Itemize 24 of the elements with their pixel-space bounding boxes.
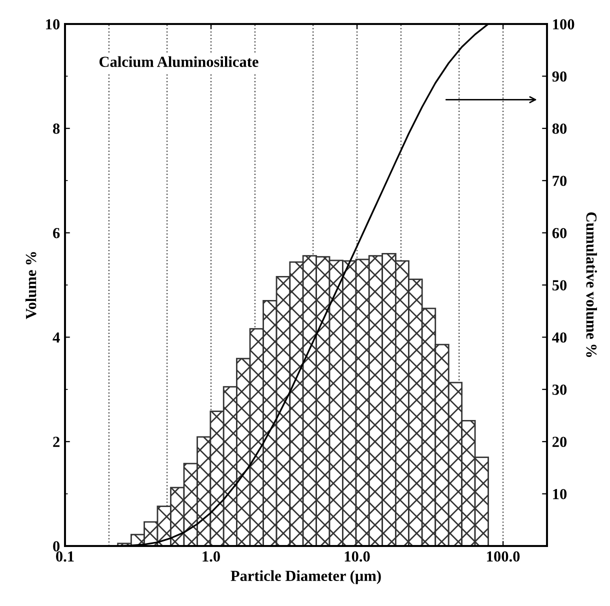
x-tick-label: 0.1 — [56, 551, 74, 562]
y2-tick-label: 100 — [553, 19, 574, 30]
y2-tick-label: 80 — [552, 124, 567, 134]
y-axis-title: Volume % — [25, 252, 36, 320]
x-tick-label: 1.0 — [202, 551, 220, 562]
y2-tick-label: 40 — [552, 332, 567, 343]
y2-tick-label: 90 — [552, 71, 567, 82]
x-tick-label: 100.0 — [487, 551, 520, 562]
x-axis-title: Particle Diameter (µm) — [230, 570, 381, 584]
y2-tick-label: 20 — [552, 436, 567, 448]
y2-axis-title: Cumulative volume % — [586, 212, 597, 357]
y2-tick-label: 50 — [552, 280, 567, 290]
y-tick-label: 0 — [53, 541, 60, 552]
y-tick-label: 4 — [52, 332, 60, 342]
y-tick-label: 10 — [46, 19, 60, 30]
y2-tick-label: 30 — [552, 384, 567, 395]
y-tick-label: 6 — [53, 228, 60, 238]
y-tick-label: 8 — [53, 124, 60, 134]
annotation: Calcium Aluminosilicate — [99, 56, 258, 68]
y2-tick-label: 10 — [553, 488, 567, 500]
y2-tick-label: 70 — [552, 176, 567, 186]
x-tick-label: 10.0 — [344, 551, 370, 562]
y-tick-label: 2 — [53, 436, 60, 447]
y2-tick-label: 60 — [552, 228, 567, 238]
